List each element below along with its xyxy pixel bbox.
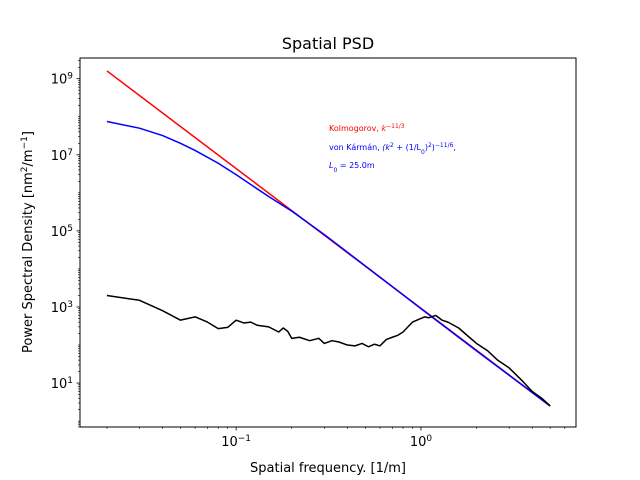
chart-title: Spatial PSD — [282, 34, 374, 53]
y-label-end: ] — [21, 131, 36, 136]
y-tick-label: 107 — [51, 148, 73, 164]
vonkarman-mid: + (1/L — [394, 143, 422, 152]
y-tick-label: 103 — [51, 300, 73, 316]
series-layer — [106, 70, 551, 407]
y-axis-label: Power Spectral Density [nm2/m−1] — [20, 131, 36, 353]
vonkarman-text: von Kármán, — [329, 143, 382, 152]
kolmogorov-annotation: Kolmogorov, k−11/3 — [329, 123, 405, 134]
y-tick-label: 105 — [51, 224, 73, 240]
series-line-von-k-rm-n — [106, 120, 551, 407]
kolmogorov-text: Kolmogorov, — [329, 124, 381, 133]
l0-text: = 25.0m — [337, 161, 375, 170]
vonkarman-sup2: 2 — [428, 142, 432, 149]
y-tick-label: 109 — [51, 72, 74, 88]
y-label-sup2: −1 — [20, 136, 30, 149]
kolmogorov-exp: −11/3 — [386, 123, 405, 130]
vonkarman-math: (k — [382, 143, 390, 152]
vonkarman-sup1: 2 — [390, 142, 394, 149]
x-axis-ticks: 10−1 100 — [106, 427, 566, 450]
kolmogorov-k: k — [381, 124, 386, 133]
series-line-measured — [106, 294, 551, 407]
l0-annotation: L0 = 25.0m — [329, 161, 375, 174]
y-label-mid: /m — [21, 149, 36, 166]
plot-area-frame — [79, 57, 577, 428]
l0-base: L — [329, 161, 333, 170]
y-label-sup1: 2 — [20, 166, 30, 172]
vonkarman-suffix: , — [453, 143, 456, 152]
y-axis-ticks: 101 103 105 107 109 — [51, 60, 80, 428]
y-label-main: Power Spectral Density [nm — [21, 172, 36, 353]
x-tick-label: 100 — [410, 434, 433, 450]
vonkarman-mid2: ) — [425, 143, 428, 152]
vonkarman-exp: −11/6 — [435, 142, 454, 149]
vonkarman-sub: 0 — [421, 149, 425, 156]
y-tick-label: 101 — [51, 376, 73, 392]
l0-sub: 0 — [333, 167, 337, 174]
x-tick-label: 10−1 — [221, 434, 251, 450]
vonkarman-annotation: von Kármán, (k2 + (1/L0)2)−11/6, — [329, 142, 456, 156]
x-axis-label: Spatial frequency. [1/m] — [250, 461, 406, 476]
vonkarman-close: ) — [432, 143, 435, 152]
